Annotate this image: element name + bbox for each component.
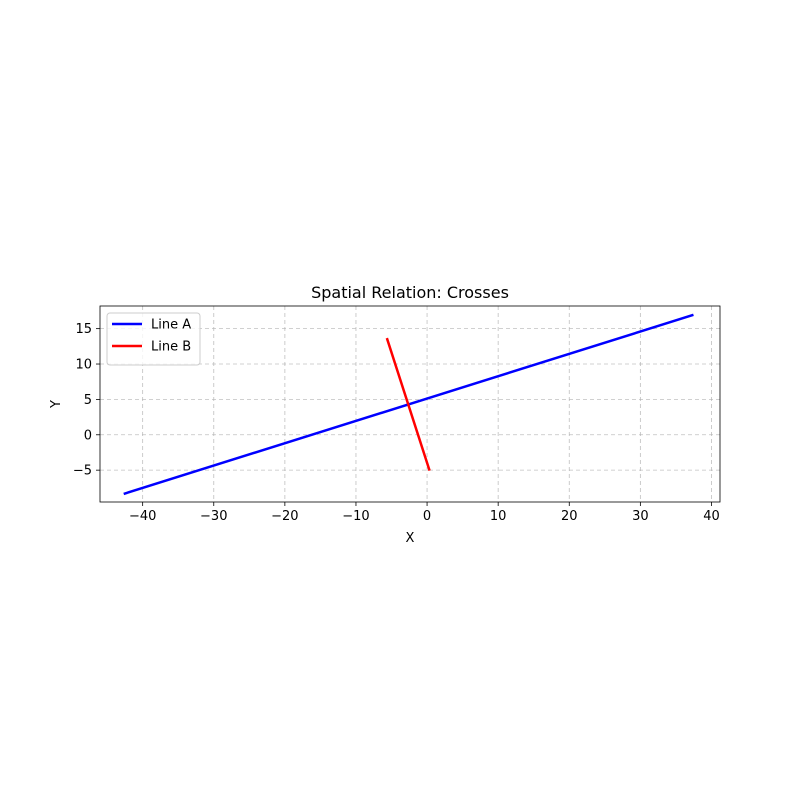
x-axis-label: X xyxy=(406,531,415,546)
y-tick-label: −5 xyxy=(73,464,92,479)
x-tick-label: 30 xyxy=(632,509,649,524)
series-lines xyxy=(123,313,694,496)
series-line-line-b xyxy=(385,337,431,472)
legend-label-line-a: Line A xyxy=(151,318,191,333)
axis-ticks: −40 −30 −20 −10 0 10 20 30 40 −5 0 5 10 15 xyxy=(73,322,720,524)
x-tick-label: −20 xyxy=(271,509,298,524)
y-tick-label: 10 xyxy=(75,358,92,373)
y-axis-label: Y xyxy=(49,400,64,409)
x-tick-label: 0 xyxy=(423,509,431,524)
y-tick-label: 15 xyxy=(75,322,92,337)
x-tick-label: −10 xyxy=(342,509,369,524)
x-tick-label: 40 xyxy=(703,509,720,524)
x-tick-label: −40 xyxy=(129,509,156,524)
legend-box xyxy=(106,312,201,366)
x-tick-label: 10 xyxy=(490,509,507,524)
legend: Line A Line B xyxy=(106,312,201,366)
grid xyxy=(100,306,720,502)
x-tick-label: −30 xyxy=(200,509,227,524)
x-tick-label: 20 xyxy=(561,509,578,524)
chart-title: Spatial Relation: Crosses xyxy=(311,283,509,302)
y-tick-label: 5 xyxy=(84,393,92,408)
plot-frame xyxy=(99,305,721,503)
legend-label-line-b: Line B xyxy=(151,340,191,355)
y-tick-label: 0 xyxy=(84,428,92,443)
